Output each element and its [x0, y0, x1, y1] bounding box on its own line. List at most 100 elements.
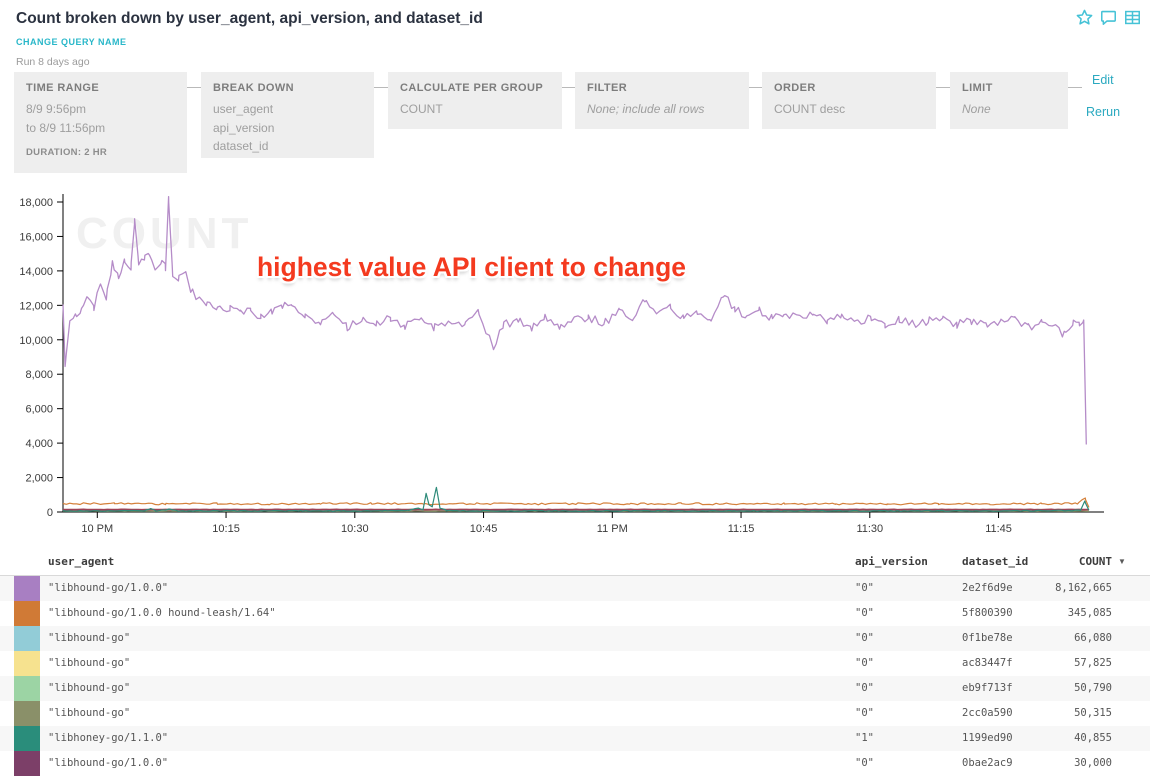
- cell-dataset-id: 2cc0a590: [962, 701, 1013, 726]
- y-tick-label: 10,000: [19, 335, 53, 347]
- cell-dataset-id: ac83447f: [962, 651, 1013, 676]
- chart-watermark: COUNT: [76, 209, 252, 258]
- cell-user-agent: "libhound-go/1.0.0": [48, 751, 168, 776]
- col-header-api-version[interactable]: api_version: [855, 548, 928, 576]
- table-row[interactable]: "libhound-go/1.0.0 hound-leash/1.64" "0" 5…: [0, 601, 1150, 626]
- limit-label: LIMIT: [962, 82, 1056, 94]
- time-range-start: 8/9 9:56pm: [26, 100, 175, 119]
- y-tick-label: 18,000: [19, 197, 53, 209]
- order-box[interactable]: ORDER COUNT desc: [762, 72, 936, 129]
- series-color-swatch: [14, 751, 40, 776]
- break-down-field-3: dataset_id: [213, 137, 362, 156]
- y-tick-label: 4,000: [25, 438, 53, 450]
- cell-api-version: "0": [855, 626, 874, 651]
- series-color-swatch: [14, 601, 40, 626]
- run-timestamp: Run 8 days ago: [16, 56, 90, 68]
- y-tick-label: 14,000: [19, 266, 53, 278]
- series-line: [63, 487, 1089, 511]
- cell-count: 50,315: [1020, 701, 1112, 726]
- sort-desc-icon[interactable]: ▼: [1118, 548, 1126, 576]
- series-color-swatch: [14, 651, 40, 676]
- comment-icon[interactable]: [1099, 8, 1118, 27]
- filter-box[interactable]: FILTER None; include all rows: [575, 72, 749, 129]
- series-color-swatch: [14, 726, 40, 751]
- series-line: [63, 498, 1089, 507]
- box-connector: [187, 87, 201, 88]
- col-header-count[interactable]: COUNT: [1040, 548, 1112, 576]
- x-tick-label: 11:30: [856, 523, 883, 535]
- y-tick-label: 16,000: [19, 231, 53, 243]
- cell-user-agent: "libhound-go": [48, 676, 130, 701]
- rerun-link[interactable]: Rerun: [1086, 105, 1120, 119]
- limit-box[interactable]: LIMIT None: [950, 72, 1068, 129]
- cell-user-agent: "libhound-go": [48, 651, 130, 676]
- time-range-box[interactable]: TIME RANGE 8/9 9:56pm to 8/9 11:56pm DUR…: [14, 72, 187, 173]
- cell-dataset-id: 5f800390: [962, 601, 1013, 626]
- limit-value: None: [962, 100, 1056, 119]
- box-connector: [562, 87, 575, 88]
- y-tick-label: 8,000: [25, 369, 53, 381]
- edit-link[interactable]: Edit: [1092, 73, 1114, 87]
- col-header-user-agent[interactable]: user_agent: [48, 548, 114, 576]
- chart-annotation: highest value API client to change: [257, 252, 686, 283]
- x-tick-label: 11:15: [728, 523, 755, 535]
- cell-user-agent: "libhound-go/1.0.0": [48, 576, 168, 601]
- cell-dataset-id: 0f1be78e: [962, 626, 1013, 651]
- order-label: ORDER: [774, 82, 924, 94]
- break-down-field-1: user_agent: [213, 100, 362, 119]
- filter-label: FILTER: [587, 82, 737, 94]
- table-row[interactable]: "libhound-go" "0" ac83447f 57,825: [0, 651, 1150, 676]
- cell-user-agent: "libhound-go/1.0.0 hound-leash/1.64": [48, 601, 276, 626]
- star-icon[interactable]: [1075, 8, 1094, 27]
- header-actions: [1075, 8, 1142, 27]
- cell-user-agent: "libhound-go": [48, 701, 130, 726]
- y-tick-label: 12,000: [19, 300, 53, 312]
- break-down-field-2: api_version: [213, 119, 362, 138]
- series-color-swatch: [14, 701, 40, 726]
- x-tick-label: 10:45: [470, 523, 498, 535]
- cell-user-agent: "libhoney-go/1.1.0": [48, 726, 168, 751]
- cell-count: 57,825: [1020, 651, 1112, 676]
- cell-dataset-id: 2e2f6d9e: [962, 576, 1013, 601]
- box-connector: [936, 87, 950, 88]
- table-view-icon[interactable]: [1123, 8, 1142, 27]
- cell-count: 30,000: [1020, 751, 1112, 776]
- change-query-name-link[interactable]: CHANGE QUERY NAME: [16, 37, 127, 47]
- box-connector: [749, 87, 762, 88]
- table-row[interactable]: "libhound-go" "0" 0f1be78e 66,080: [0, 626, 1150, 651]
- cell-count: 66,080: [1020, 626, 1112, 651]
- box-connector: [374, 87, 388, 88]
- x-tick-label: 11:45: [985, 523, 1012, 535]
- time-range-label: TIME RANGE: [26, 82, 175, 94]
- break-down-label: BREAK DOWN: [213, 82, 362, 94]
- cell-user-agent: "libhound-go": [48, 626, 130, 651]
- series-color-swatch: [14, 676, 40, 701]
- x-tick-label: 10:15: [212, 523, 240, 535]
- box-connector: [1068, 87, 1082, 88]
- cell-api-version: "0": [855, 601, 874, 626]
- filter-value: None; include all rows: [587, 100, 737, 119]
- x-tick-label: 10 PM: [81, 523, 113, 535]
- cell-count: 40,855: [1020, 726, 1112, 751]
- calculate-value: COUNT: [400, 100, 550, 119]
- cell-dataset-id: eb9f713f: [962, 676, 1013, 701]
- y-tick-label: 2,000: [25, 473, 53, 485]
- cell-api-version: "0": [855, 576, 874, 601]
- time-range-duration: DURATION: 2 HR: [26, 147, 175, 158]
- break-down-box[interactable]: BREAK DOWN user_agent api_version datase…: [201, 72, 374, 158]
- cell-api-version: "0": [855, 676, 874, 701]
- page-title: Count broken down by user_agent, api_ver…: [16, 10, 483, 28]
- col-header-dataset-id[interactable]: dataset_id: [962, 548, 1028, 576]
- cell-count: 345,085: [1020, 601, 1112, 626]
- cell-api-version: "1": [855, 726, 874, 751]
- cell-api-version: "0": [855, 651, 874, 676]
- y-tick-label: 0: [47, 507, 53, 519]
- calculate-per-group-box[interactable]: CALCULATE PER GROUP COUNT: [388, 72, 562, 129]
- x-tick-label: 11 PM: [597, 523, 628, 535]
